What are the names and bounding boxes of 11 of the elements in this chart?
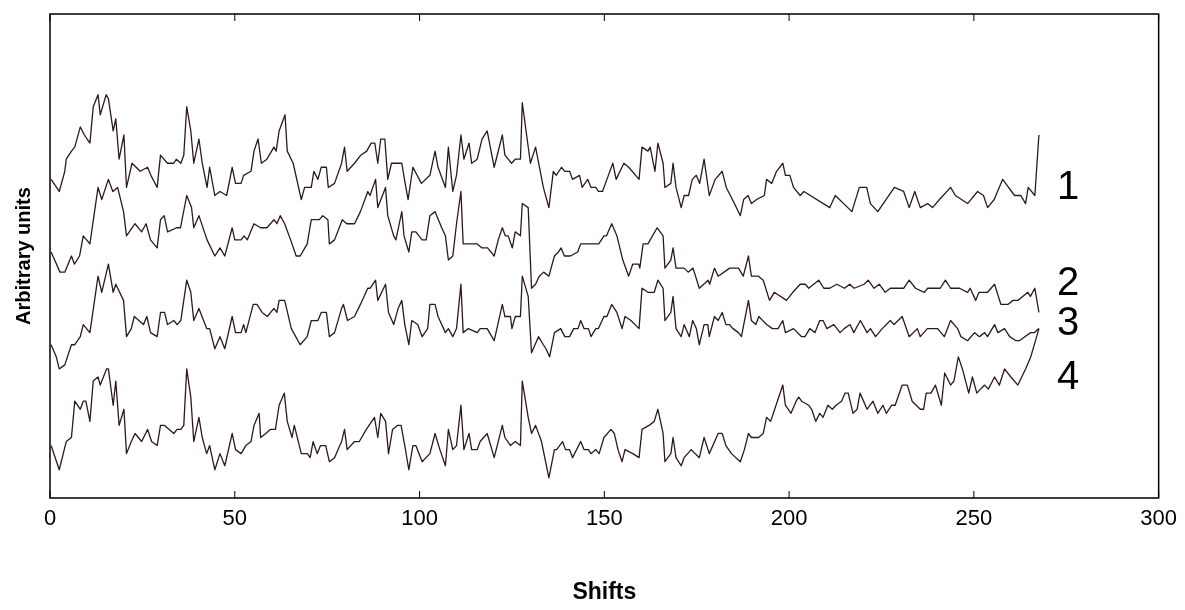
x-tick-label: 50 <box>222 505 248 531</box>
x-tick-label: 200 <box>770 505 808 531</box>
x-tick-label: 250 <box>955 505 993 531</box>
series-label: 1 <box>1056 162 1080 207</box>
x-tick-label: 100 <box>401 505 438 531</box>
x-tick-label: 0 <box>43 505 57 531</box>
x-axis-title: Shifts <box>572 577 637 604</box>
x-tick-label: 300 <box>1140 505 1178 531</box>
y-axis-title: Arbitrary units <box>11 187 34 325</box>
x-tick-label: 150 <box>585 505 623 531</box>
series-label: 4 <box>1056 353 1080 398</box>
